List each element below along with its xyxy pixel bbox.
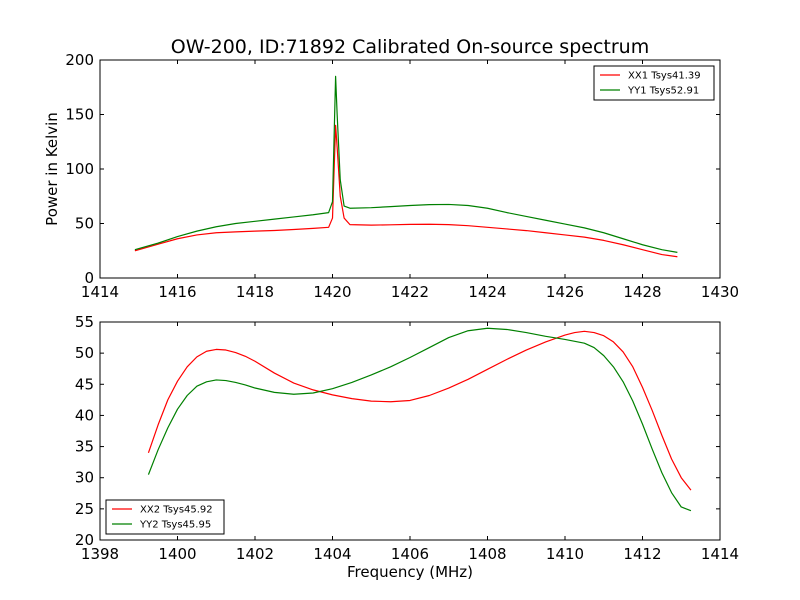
x-tick-label: 1410 <box>546 545 584 563</box>
x-tick-label: 1420 <box>313 283 351 301</box>
top-spectrum-panel: 1414 1416 1418 1420 1422 1424 1426 1428 1430 0 50 1… <box>43 51 739 301</box>
legend-box <box>593 65 715 101</box>
y-tick-label: 50 <box>75 215 94 233</box>
x-tick-label: 1418 <box>236 283 274 301</box>
x-tick-label: 1414 <box>81 283 119 301</box>
y-tick-label: 100 <box>65 160 94 178</box>
x-tick-label: 1400 <box>158 545 196 563</box>
x-tick-label: 1412 <box>623 545 661 563</box>
chart-title: OW-200, ID:71892 Calibrated On-source sp… <box>171 36 649 58</box>
legend-panel-1: XX1 Tsys41.39 YY1 Tsys52.91 <box>593 65 715 101</box>
y-tick-label: 35 <box>75 438 94 456</box>
y-tick-label: 40 <box>75 406 94 424</box>
legend-box <box>105 499 225 535</box>
x-tick-label: 1406 <box>391 545 429 563</box>
series-line-xx-panel-2 <box>147 330 692 491</box>
series-line-yy-panel-1 <box>134 75 678 253</box>
legend-label: XX2 Tsys45.92 <box>140 505 213 516</box>
x-tick-label: 1424 <box>468 283 506 301</box>
x-tick-label: 1408 <box>468 545 506 563</box>
x-tick-label: 1426 <box>546 283 584 301</box>
y-tick-label: 45 <box>75 375 94 393</box>
y-tick-label: 20 <box>75 531 94 549</box>
x-tick-label: 1422 <box>391 283 429 301</box>
y-tick-label: 50 <box>75 344 94 362</box>
y-tick-label: 25 <box>75 500 94 518</box>
y-tick-label: 0 <box>84 269 94 287</box>
y-tick-label: 30 <box>75 469 94 487</box>
y-tick-label: 150 <box>65 106 94 124</box>
y-tick-label: 55 <box>75 313 94 331</box>
x-tick-label: 1416 <box>158 283 196 301</box>
x-tick-label: 1428 <box>623 283 661 301</box>
x-axis-label: Frequency (MHz) <box>347 563 473 581</box>
y-tick-label: 200 <box>65 51 94 69</box>
legend-label: XX1 Tsys41.39 <box>628 71 701 82</box>
x-tick-label: 1430 <box>701 283 739 301</box>
legend-label: YY2 Tsys45.95 <box>139 520 211 531</box>
bottom-spectrum-panel: 1398 1400 1402 1404 1406 1408 1410 1412 1414 20 25… <box>75 313 739 581</box>
series-line-yy-panel-2 <box>147 327 692 512</box>
legend-panel-2: XX2 Tsys45.92 YY2 Tsys45.95 <box>105 499 225 535</box>
x-tick-label: 1414 <box>701 545 739 563</box>
legend-label: YY1 Tsys52.91 <box>627 86 699 97</box>
x-tick-label: 1398 <box>81 545 119 563</box>
x-tick-label: 1404 <box>313 545 351 563</box>
y-axis-label: Power in Kelvin <box>43 112 61 226</box>
x-tick-label: 1402 <box>236 545 274 563</box>
series-line-xx-panel-1 <box>134 124 678 258</box>
